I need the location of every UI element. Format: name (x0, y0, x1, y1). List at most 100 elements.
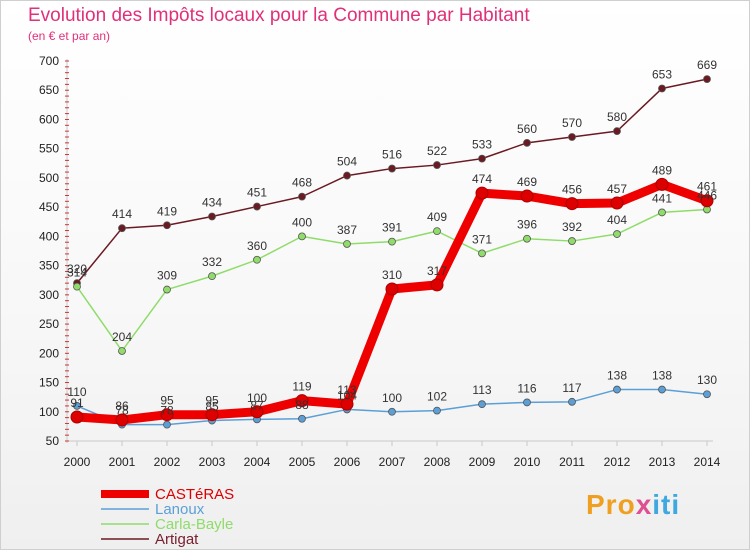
data-point (298, 414, 306, 423)
data-label: 117 (562, 381, 581, 395)
data-label: 391 (382, 221, 402, 235)
data-point (658, 84, 666, 93)
data-point (253, 202, 261, 211)
data-label: 102 (427, 390, 447, 404)
y-tick-label: 150 (39, 376, 59, 390)
y-tick-label: 450 (39, 200, 59, 214)
legend-label: Artigat (155, 531, 199, 548)
data-label: 469 (517, 175, 537, 189)
data-point (523, 398, 531, 407)
data-label: 113 (337, 383, 356, 397)
data-label: 138 (652, 369, 672, 383)
data-point (520, 189, 534, 203)
data-point (568, 133, 576, 141)
data-label: 332 (202, 255, 222, 269)
data-point (613, 127, 621, 136)
data-label: 95 (205, 394, 219, 408)
data-label: 396 (517, 218, 537, 232)
data-label: 409 (427, 210, 447, 224)
data-point (73, 402, 81, 410)
data-label: 317 (427, 264, 447, 278)
data-point (298, 232, 306, 241)
data-label: 320 (67, 262, 87, 276)
data-label: 489 (652, 163, 672, 177)
x-tick-label: 2006 (334, 455, 361, 469)
y-tick-label: 200 (39, 346, 59, 360)
chart-title: Evolution des Impôts locaux pour la Comm… (28, 5, 530, 26)
data-label: 88 (295, 398, 309, 412)
y-tick-label: 700 (39, 54, 59, 68)
data-point (388, 164, 396, 173)
data-label: 451 (247, 186, 267, 200)
data-label: 461 (697, 180, 717, 194)
data-label: 533 (472, 138, 492, 152)
y-tick-label: 50 (46, 434, 60, 448)
data-point (475, 186, 489, 200)
data-point (118, 224, 126, 233)
data-label: 91 (70, 396, 84, 410)
data-point (340, 397, 354, 411)
x-tick-label: 2007 (379, 455, 406, 469)
data-point (385, 282, 399, 296)
data-point (208, 272, 216, 281)
data-point (343, 240, 351, 248)
data-point (298, 192, 306, 201)
x-tick-label: 2003 (199, 455, 226, 469)
data-point (613, 385, 621, 394)
data-label: 387 (337, 223, 357, 237)
data-point (700, 194, 714, 208)
data-label: 400 (292, 215, 312, 229)
y-tick-label: 600 (39, 112, 59, 126)
x-tick-label: 2012 (604, 455, 631, 469)
data-label: 504 (337, 155, 357, 169)
proxiti-logo: Proxiti (586, 489, 680, 521)
legend-label: Lanoux (155, 501, 205, 518)
x-tick-label: 2001 (109, 455, 136, 469)
data-label: 441 (652, 191, 672, 205)
data-label: 404 (607, 213, 627, 227)
data-label: 580 (607, 110, 627, 124)
logo-part-2: x (635, 489, 653, 520)
data-point (568, 237, 576, 245)
y-tick-label: 550 (39, 142, 59, 156)
data-label: 653 (652, 67, 672, 81)
data-label: 119 (292, 380, 311, 394)
data-label: 113 (472, 383, 491, 397)
data-label: 669 (697, 58, 717, 72)
logo-part-3: iti (652, 489, 681, 520)
data-point (163, 420, 171, 429)
data-point (523, 138, 531, 147)
data-label: 116 (517, 381, 536, 395)
data-label: 522 (427, 144, 447, 158)
data-point (163, 285, 171, 294)
data-label: 95 (160, 394, 174, 408)
legend-label: CASTéRAS (155, 486, 234, 503)
data-point (523, 234, 531, 243)
legend-label: Carla-Bayle (155, 516, 233, 533)
data-point (70, 410, 84, 424)
x-tick-label: 2010 (514, 455, 541, 469)
data-label: 104 (337, 388, 357, 402)
data-point (433, 227, 441, 236)
y-tick-label: 250 (39, 317, 59, 331)
data-point (118, 347, 126, 355)
data-label: 86 (115, 399, 129, 413)
y-tick-label: 500 (39, 171, 59, 185)
data-label: 78 (115, 404, 129, 418)
data-label: 110 (67, 385, 86, 399)
x-tick-label: 2000 (64, 455, 91, 469)
y-tick-label: 400 (39, 229, 59, 243)
data-label: 360 (247, 239, 267, 253)
data-label: 468 (292, 176, 312, 190)
data-label: 204 (112, 330, 132, 344)
data-label: 570 (562, 116, 582, 130)
data-point (478, 249, 486, 258)
y-tick-label: 350 (39, 259, 59, 273)
x-tick-label: 2008 (424, 455, 451, 469)
data-label: 419 (157, 204, 177, 218)
x-tick-label: 2002 (154, 455, 181, 469)
data-point (430, 278, 444, 292)
data-point (658, 385, 666, 394)
